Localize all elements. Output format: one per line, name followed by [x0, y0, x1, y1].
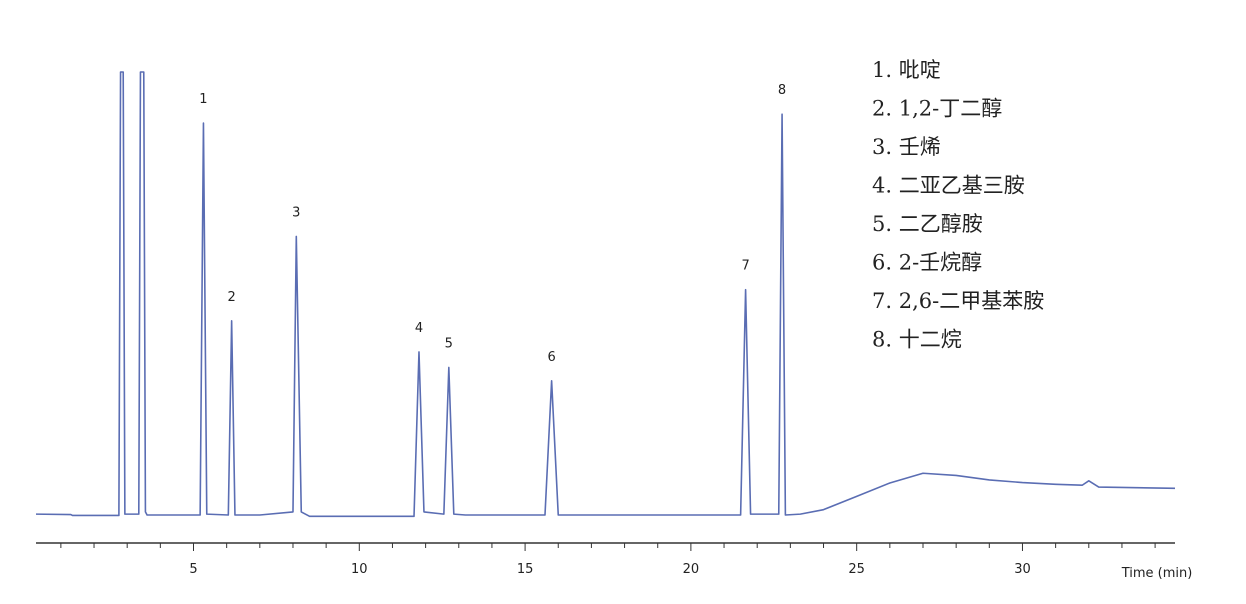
legend-entry: 5. 二乙醇胺	[872, 212, 983, 236]
peak-label: 6	[547, 350, 555, 365]
x-tick-label: 30	[1014, 562, 1031, 577]
x-tick-label: 15	[517, 562, 534, 577]
x-tick-label: 25	[848, 562, 865, 577]
peak-label: 4	[415, 321, 423, 336]
x-axis-label: Time (min)	[1121, 566, 1193, 581]
legend-entry: 3. 壬烯	[872, 135, 941, 159]
legend-entry: 4. 二亚乙基三胺	[872, 174, 1025, 198]
peak-label: 7	[741, 259, 749, 274]
x-tick-label: 20	[683, 562, 700, 577]
peak-label: 3	[292, 205, 300, 220]
legend-entry: 7. 2,6-二甲基苯胺	[872, 289, 1044, 313]
legend-entry: 1. 吡啶	[872, 58, 941, 82]
peak-label: 8	[778, 83, 786, 98]
legend-entry: 6. 2-壬烷醇	[872, 251, 982, 275]
peak-label: 1	[199, 92, 207, 107]
peak-label: 2	[227, 290, 235, 305]
x-tick-label: 5	[189, 562, 197, 577]
legend-entry: 2. 1,2-丁二醇	[872, 97, 1002, 121]
legend-entry: 8. 十二烷	[872, 328, 962, 352]
trace	[35, 71, 1176, 518]
peak-label: 5	[445, 336, 453, 351]
x-tick-label: 10	[351, 562, 368, 577]
